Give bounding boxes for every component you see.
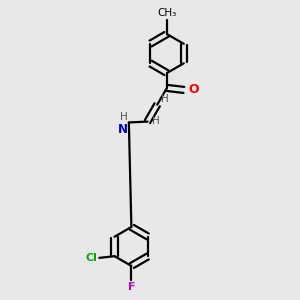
Text: CH₃: CH₃ [157, 8, 176, 18]
Text: H: H [161, 94, 169, 104]
Text: H: H [120, 112, 128, 122]
Text: F: F [128, 282, 135, 292]
Text: N: N [118, 123, 128, 136]
Text: H: H [152, 116, 160, 126]
Text: O: O [188, 83, 199, 96]
Text: Cl: Cl [86, 253, 98, 263]
